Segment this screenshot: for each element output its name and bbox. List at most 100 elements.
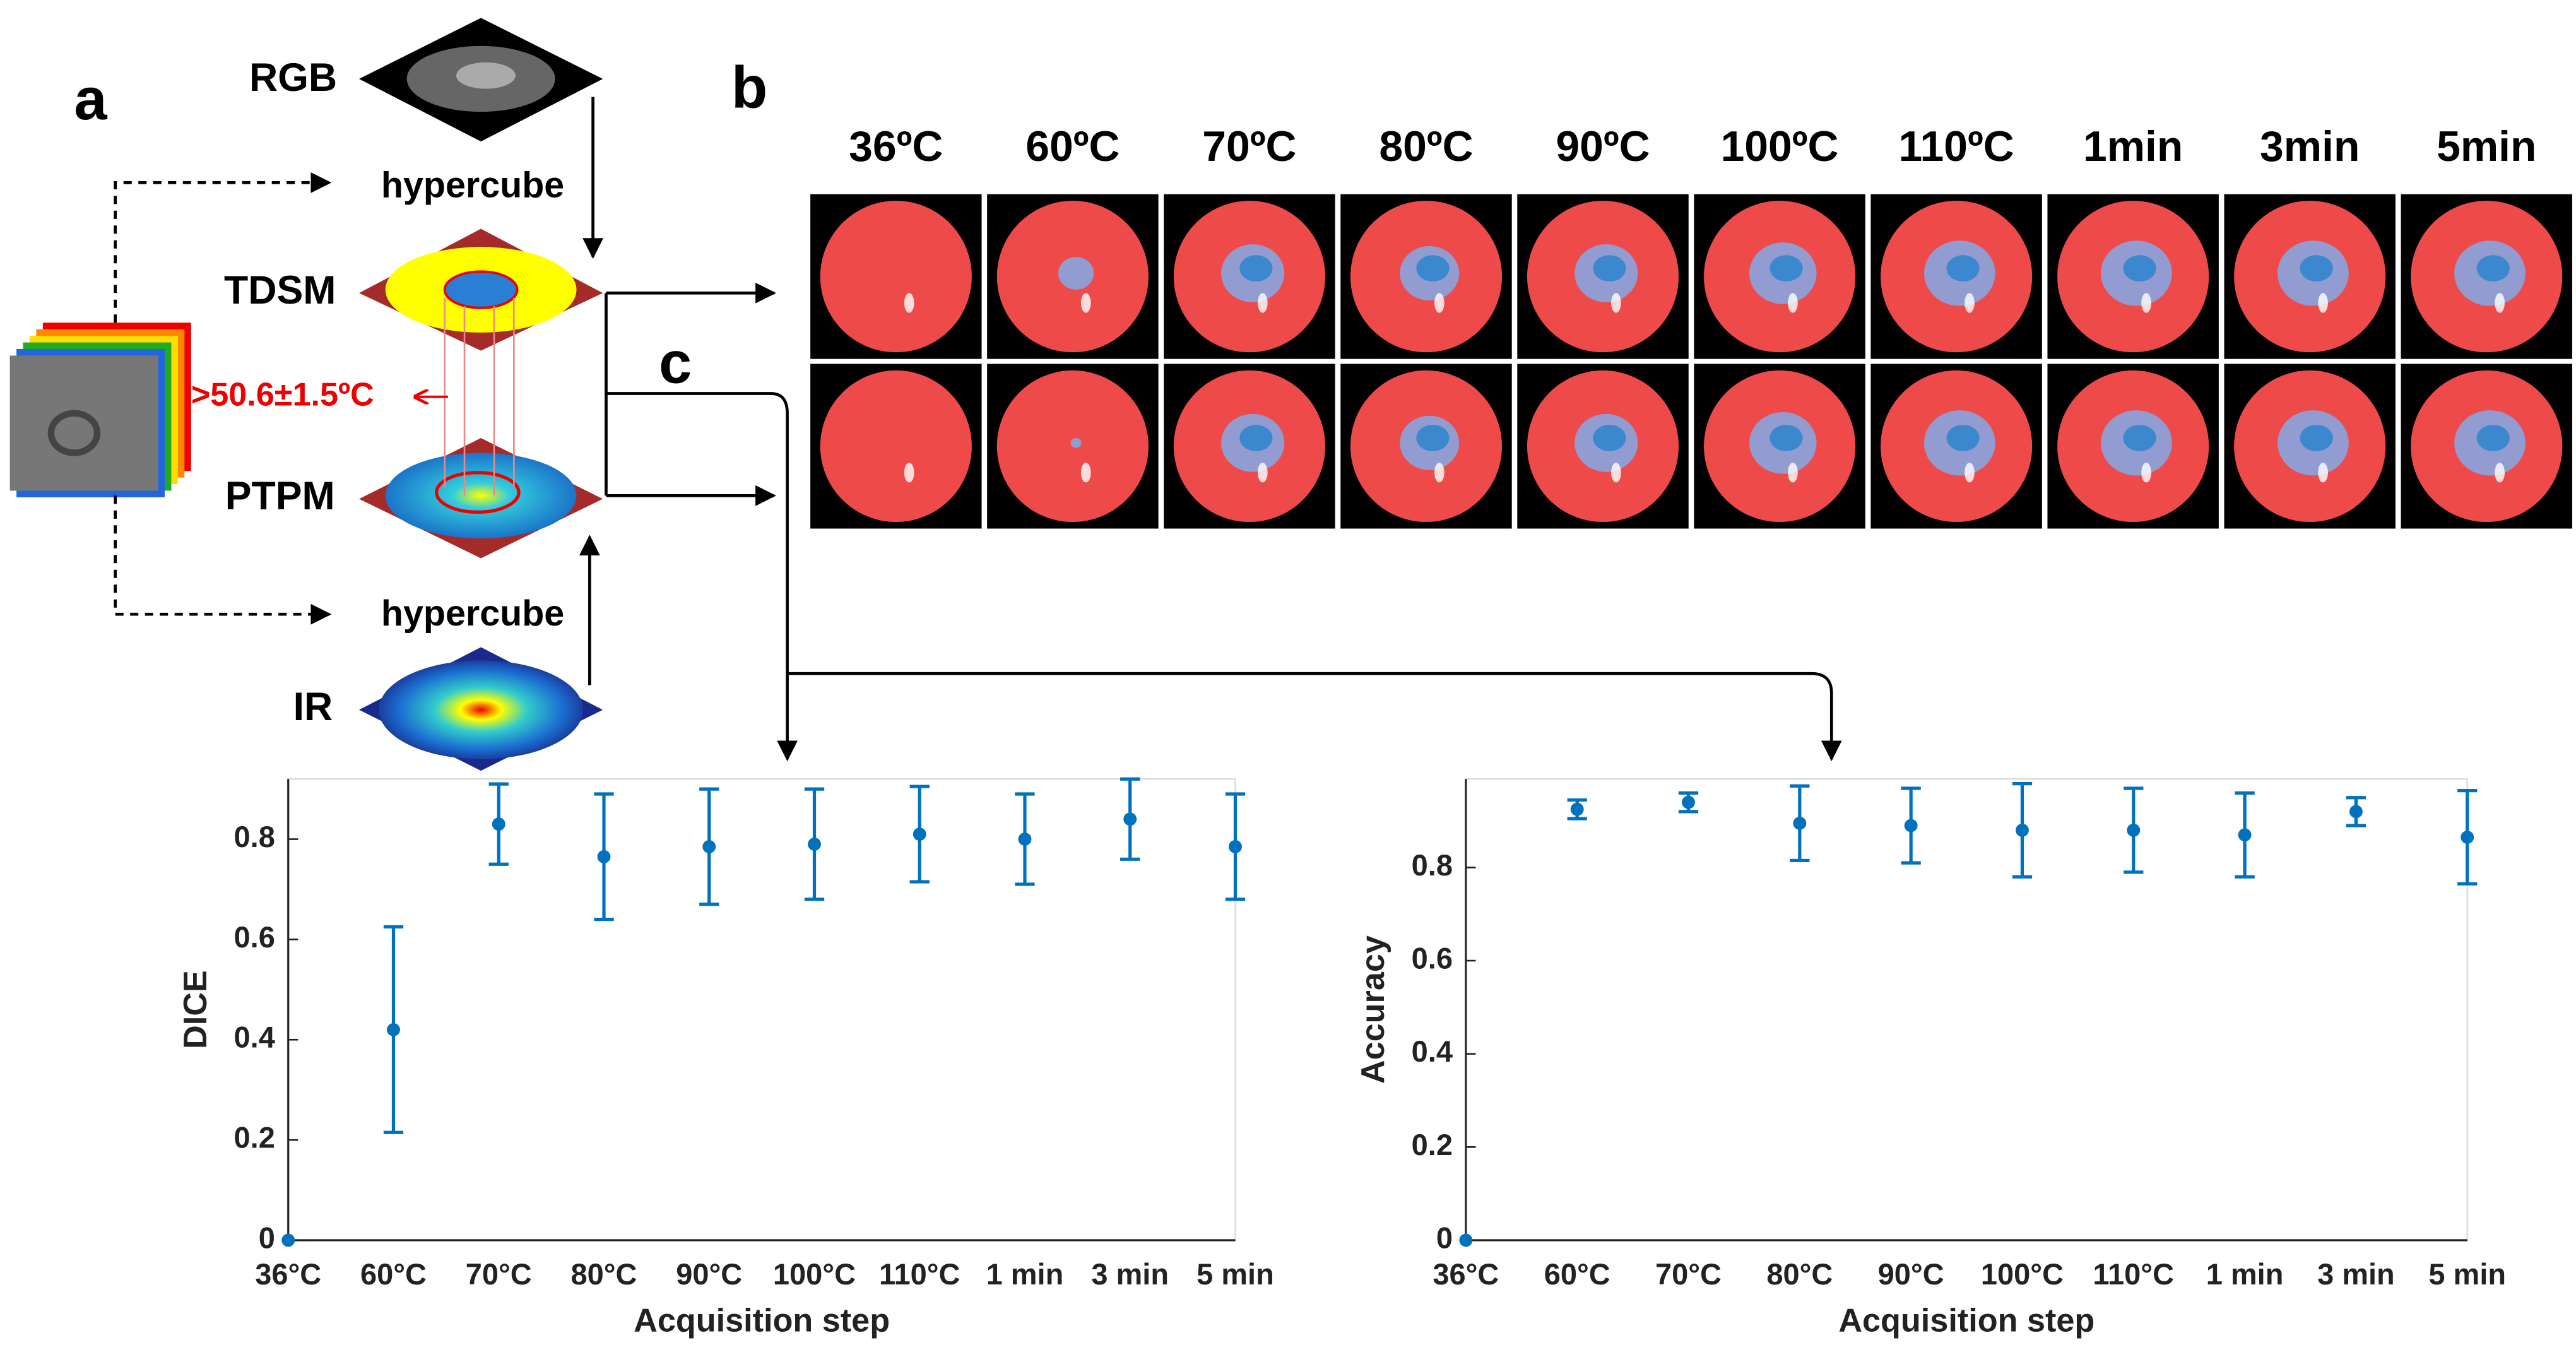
ir-heat [379,660,583,759]
x-tick-label: 36°C [1433,1257,1499,1291]
y-tick-label: 0.8 [1412,848,1453,882]
x-tick-label: 5 min [1196,1257,1274,1291]
image-core [1946,425,1980,451]
image-disc [820,370,972,523]
x-tick-label: 80°C [1766,1257,1833,1291]
image-glint [1434,463,1445,483]
point [2349,805,2363,819]
point [808,838,821,851]
image-core [1239,255,1273,281]
image-core [2476,255,2510,281]
panel-label: c [659,329,692,396]
image-core [2123,425,2156,451]
y-tick-label: 0.2 [1412,1128,1453,1161]
point [597,850,611,863]
image-core [1770,425,1803,451]
point [1229,840,1242,853]
y-axis-label: DICE [177,970,214,1049]
label: RGB [249,56,337,100]
point [913,827,926,841]
y-tick-label: 0.6 [234,920,275,954]
column-header: 90ºC [1556,123,1650,170]
column-header: 36ºC [849,123,943,170]
x-tick-label: 70°C [466,1257,532,1291]
panel-label: b [731,54,767,121]
point [387,1022,400,1036]
image-glint [1257,293,1268,313]
label: TDSM [224,268,336,312]
point [2461,831,2474,844]
ptpm-contour [435,471,521,514]
image-glint [1611,463,1621,483]
tdsm-core [443,270,519,309]
image-core [1239,425,1273,451]
x-tick-label: 100°C [773,1257,856,1291]
column-header: 70ºC [1202,123,1296,170]
image-disc [820,201,972,353]
point [281,1233,295,1247]
y-tick-label: 0 [1436,1221,1453,1254]
column-header: 1min [2083,123,2183,170]
point [702,840,716,853]
y-axis-label: Accuracy [1355,935,1391,1084]
column-header: 60ºC [1025,123,1120,170]
x-tick-label: 80°C [571,1257,637,1291]
image-glint [1788,293,1798,313]
image-glint [1434,293,1445,313]
threshold: >50.6±1.5ºC [191,376,374,413]
column-header: 100ºC [1721,123,1839,170]
plot-frame [1465,778,2469,1241]
column-header: 3min [2260,123,2360,170]
x-tick-label: 3 min [2317,1257,2395,1291]
point [1904,819,1918,833]
image-core [2123,255,2156,281]
image-glint [2318,293,2328,313]
x-tick-label: 60°C [360,1257,427,1291]
column-header: 5min [2437,123,2536,170]
y-tick-label: 0.4 [1412,1034,1453,1068]
x-tick-label: 110°C [879,1257,960,1291]
arrows [114,97,1842,762]
point [1793,816,1807,830]
image-glint [904,463,914,483]
x-tick-label: 110°C [2093,1257,2174,1291]
image-glint [1611,293,1621,313]
image-lesion [1058,257,1094,290]
x-tick-label: 1 min [986,1257,1064,1291]
image-core [1416,255,1450,281]
rgb-core [456,62,516,89]
panel-label: a [74,66,107,132]
x-tick-label: 36°C [255,1257,321,1291]
image-core [1593,425,1626,451]
y-tick-label: 0 [259,1221,275,1254]
image-glint [1080,463,1091,483]
image-glint [1080,293,1091,313]
image-core [2476,425,2510,451]
x-axis-label: Acquisition step [634,1302,890,1339]
plot-frame [287,778,1236,1241]
label: PTPM [225,474,335,518]
point [1682,795,1695,809]
point [1018,833,1032,846]
x-tick-label: 100°C [1981,1257,2064,1291]
image-glint [2495,463,2505,483]
label: IR [293,685,333,729]
image-core [1593,255,1626,281]
y-tick-label: 0.4 [234,1021,275,1054]
x-tick-label: 5 min [2428,1257,2506,1291]
y-tick-label: 0.2 [234,1121,275,1154]
image-core [2300,425,2333,451]
point [1459,1233,1473,1247]
image-glint [1257,463,1268,483]
image-glint [1788,463,1798,483]
image-glint [2141,293,2151,313]
image-glint [2318,463,2328,483]
image-glint [2141,463,2151,483]
ptpm-zone [385,453,577,539]
image-core [1416,425,1450,451]
x-tick-label: 60°C [1544,1257,1610,1291]
image-core [2300,255,2333,281]
image-glint [2495,293,2505,313]
